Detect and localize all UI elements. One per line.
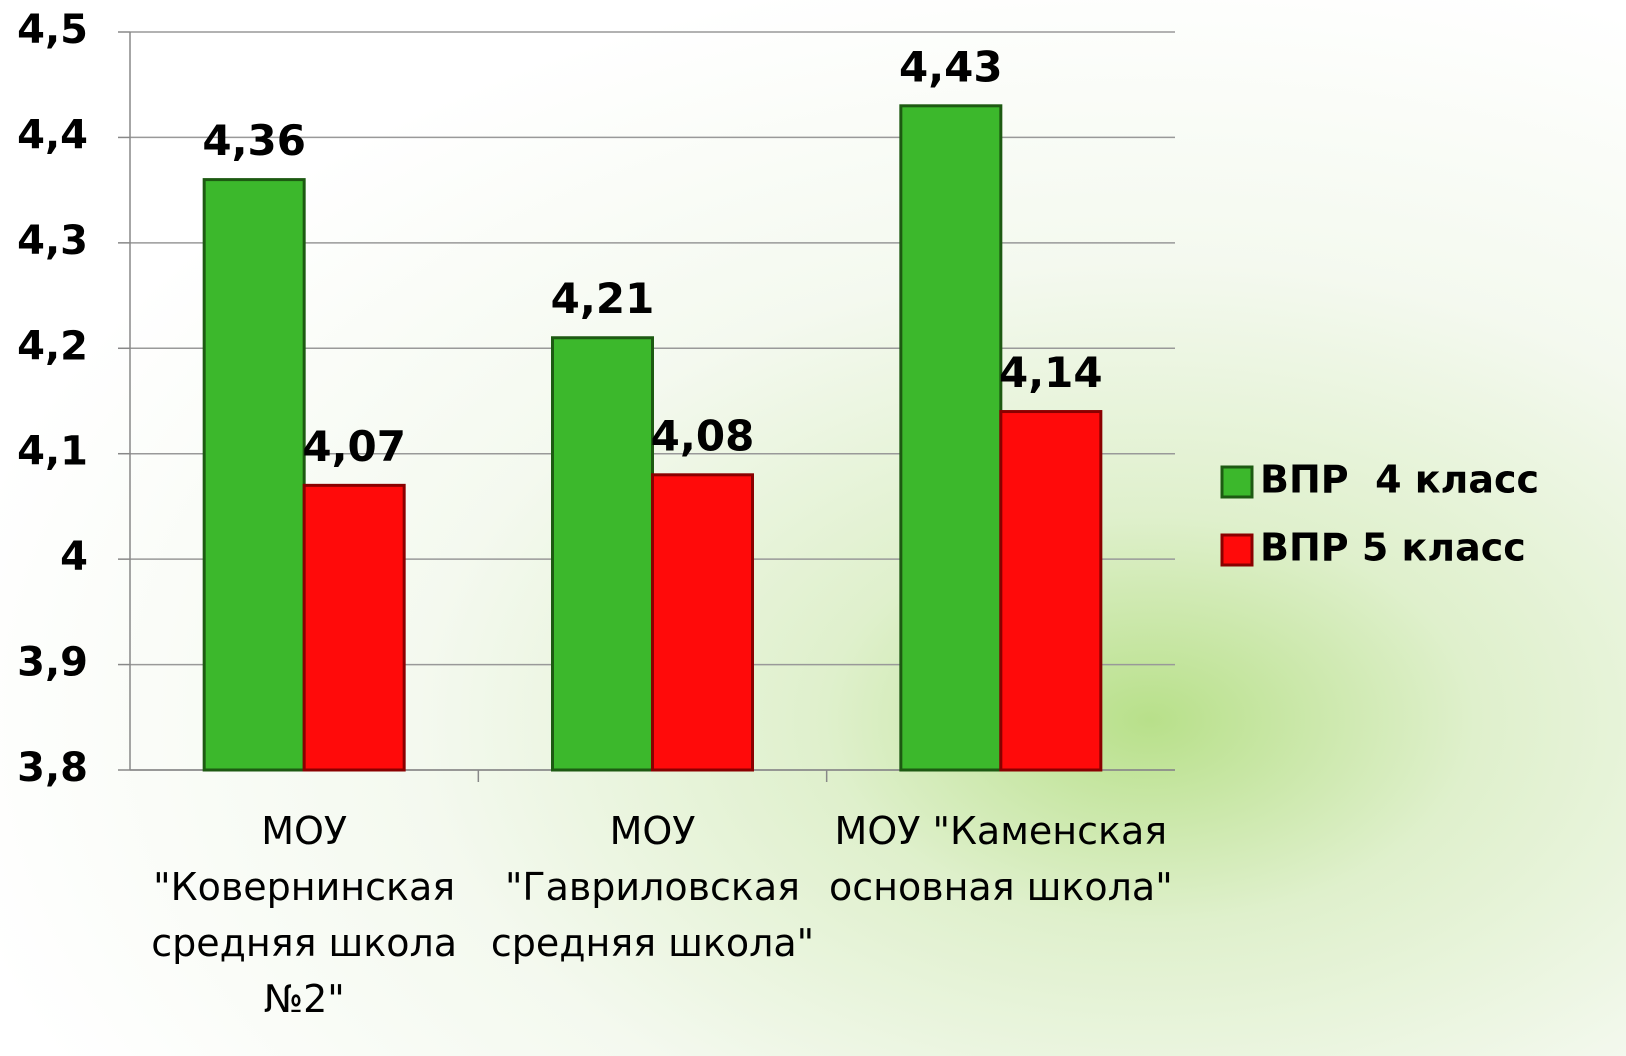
y-tick-label: 4,3 <box>17 218 88 264</box>
legend-swatch <box>1220 533 1254 567</box>
legend-label: ВПР 4 класс <box>1260 458 1539 502</box>
value-label: 4,21 <box>551 274 655 323</box>
bar <box>551 336 654 772</box>
value-label: 4,43 <box>899 42 1003 91</box>
value-label: 4,36 <box>202 116 306 165</box>
bar <box>202 178 306 772</box>
bar <box>999 410 1103 772</box>
bar <box>899 104 1003 772</box>
y-tick-label: 4,1 <box>17 429 88 475</box>
legend-swatch <box>1220 465 1254 499</box>
y-tick-label: 3,9 <box>17 640 88 686</box>
y-tick-label: 4,4 <box>17 112 88 158</box>
legend-label: ВПР 5 класс <box>1260 526 1526 570</box>
bar <box>302 483 406 772</box>
y-tick-label: 4 <box>60 534 88 580</box>
bar <box>651 473 754 772</box>
y-tick-label: 4,2 <box>17 323 88 369</box>
value-label: 4,08 <box>651 411 755 460</box>
y-tick-label: 3,8 <box>17 745 88 791</box>
x-tick-label: МОУ "Каменская основная школа" <box>828 809 1173 909</box>
value-label: 4,07 <box>302 422 406 471</box>
x-tick-label: МОУ "Гавриловская средняя школа" <box>490 809 815 965</box>
x-tick-label: МОУ "Ковернинская средняя школа №2" <box>151 809 458 1021</box>
value-label: 4,14 <box>999 348 1103 397</box>
y-tick-label: 4,5 <box>17 7 88 53</box>
